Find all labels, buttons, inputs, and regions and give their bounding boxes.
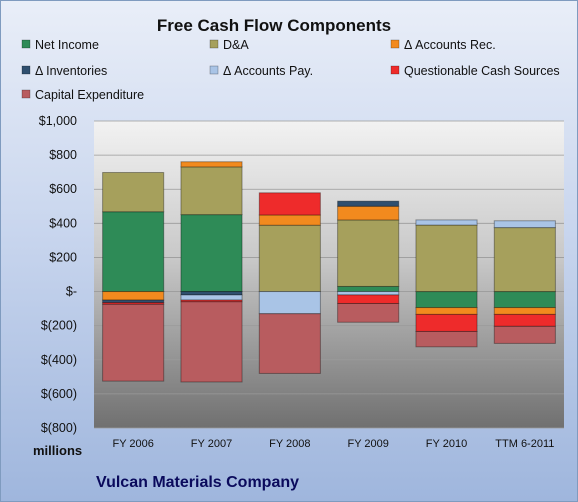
legend-swatch [21, 89, 31, 99]
legend-swatch [390, 65, 400, 75]
legend-label: Δ Inventories [35, 64, 107, 78]
bar-segment-net-income [180, 214, 243, 293]
legend-swatch [21, 65, 31, 75]
y-axis-ticks: $1,000 $800 $600 $400 $200 $- $(200) $(400) $(60… [39, 114, 77, 435]
bar-segment-delta-accounts-pay [415, 219, 478, 226]
bar-segment-delta-accounts-pay [258, 291, 321, 315]
legend-swatch [209, 39, 219, 49]
x-category-label: TTM 6-2011 [495, 438, 554, 450]
legend-label: Capital Expenditure [35, 88, 144, 102]
units-label: millions [33, 443, 82, 458]
bar-segment-capital-expenditure [180, 301, 243, 383]
legend-label: D&A [223, 38, 249, 52]
y-tick-label: $600 [49, 182, 77, 196]
y-tick-label: $(400) [41, 353, 77, 367]
company-name: Vulcan Materials Company [96, 474, 299, 491]
bar-segment-questionable-cash-sources [337, 294, 400, 304]
bar-segment-net-income [337, 285, 400, 293]
legend-label: Δ Accounts Rec. [404, 38, 496, 52]
bar-segment-questionable-cash-sources [415, 313, 478, 332]
bar-segment-delta-accounts-pay [337, 291, 400, 296]
bar-segment-delta-inventories [337, 200, 400, 207]
x-category-label: FY 2009 [347, 438, 388, 450]
chart-title: Free Cash Flow Components [157, 16, 391, 35]
bar-segment-delta-accounts-rec [180, 161, 243, 168]
legend-swatch [209, 65, 219, 75]
bar-segment-d-a [493, 227, 556, 293]
legend-label: Net Income [35, 38, 99, 52]
bar-segment-d-a [180, 166, 243, 216]
legend-label: Questionable Cash Sources [404, 64, 560, 78]
legend-swatch [21, 39, 31, 49]
bar-segment-delta-accounts-rec [102, 291, 165, 301]
bar-segment-delta-accounts-rec [258, 214, 321, 226]
x-category-label: FY 2007 [191, 438, 232, 450]
bar-segment-questionable-cash-sources [493, 313, 556, 327]
bar-segment-d-a [415, 224, 478, 293]
bar-segment-capital-expenditure [102, 303, 165, 382]
bar-segment-delta-inventories [180, 291, 243, 296]
bar-segment-delta-accounts-pay [180, 294, 243, 301]
legend-label: Δ Accounts Pay. [223, 64, 313, 78]
y-tick-label: $1,000 [39, 114, 77, 128]
legend-swatch [390, 39, 400, 49]
plot-area [94, 121, 564, 428]
x-category-label: FY 2008 [269, 438, 310, 450]
y-tick-label: $400 [49, 216, 77, 230]
y-tick-label: $(600) [41, 387, 77, 401]
y-tick-label: $800 [49, 148, 77, 162]
bar-segment-net-income [493, 291, 556, 309]
bar-segment-d-a [337, 219, 400, 287]
bar-segment-delta-accounts-pay [493, 220, 556, 229]
bar-segment-net-income [415, 291, 478, 309]
bar-segment-delta-accounts-rec [493, 307, 556, 315]
bar-segment-delta-accounts-rec [415, 307, 478, 315]
bar-segment-d-a [102, 172, 165, 213]
gridlines [94, 120, 564, 429]
x-category-label: FY 2006 [112, 438, 153, 450]
bar-segment-d-a [258, 224, 321, 293]
y-tick-label: $(800) [41, 421, 77, 435]
bar-segment-capital-expenditure [258, 313, 321, 374]
y-tick-label: $(200) [41, 319, 77, 333]
x-axis-categories: FY 2006 FY 2007 FY 2008 FY 2009 FY 2010 TTM 6… [112, 438, 554, 450]
bar-segment-capital-expenditure [493, 325, 556, 344]
legend: Net Income D&A Δ Accounts Rec. Δ Inventorie… [21, 38, 560, 102]
bar-segment-questionable-cash-sources [258, 192, 321, 216]
bar-segment-capital-expenditure [415, 330, 478, 348]
y-tick-label: $- [66, 285, 77, 299]
y-tick-label: $200 [49, 250, 77, 264]
bar-segment-delta-accounts-rec [337, 205, 400, 221]
bars [102, 161, 556, 383]
bar-segment-net-income [102, 211, 165, 293]
bar-segment-capital-expenditure [337, 302, 400, 323]
x-category-label: FY 2010 [426, 438, 467, 450]
